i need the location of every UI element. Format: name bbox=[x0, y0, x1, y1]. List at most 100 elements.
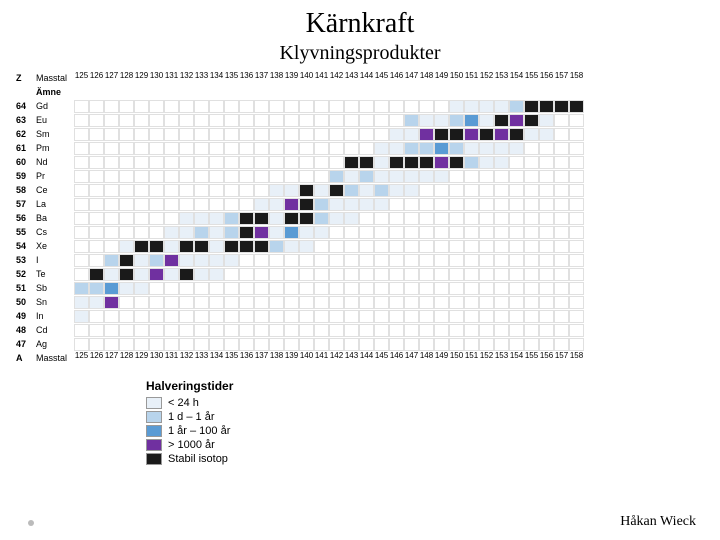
element-row: 56Ba bbox=[16, 211, 704, 225]
nuclide-cell bbox=[179, 282, 194, 295]
nuclide-cell bbox=[299, 170, 314, 183]
nuclide-cell bbox=[269, 100, 284, 113]
nuclide-cell bbox=[239, 324, 254, 337]
nuclide-cell bbox=[359, 338, 374, 351]
nuclide-cell bbox=[119, 198, 134, 211]
nuclide-cell bbox=[209, 184, 224, 197]
nuclide-cell bbox=[164, 184, 179, 197]
nuclide-cell bbox=[164, 142, 179, 155]
nuclide-cell bbox=[344, 226, 359, 239]
nuclide-cell bbox=[149, 338, 164, 351]
nuclide-cell bbox=[344, 240, 359, 253]
nuclide-cell bbox=[164, 212, 179, 225]
nuclide-cell bbox=[269, 128, 284, 141]
element-symbol: Ce bbox=[36, 186, 74, 195]
nuclide-cell bbox=[89, 170, 104, 183]
nuclide-cell bbox=[329, 170, 344, 183]
nuclide-cell bbox=[239, 114, 254, 127]
nuclide-cell bbox=[119, 142, 134, 155]
nuclide-cell bbox=[134, 226, 149, 239]
mass-number: 149 bbox=[434, 352, 449, 365]
nuclide-cell bbox=[524, 212, 539, 225]
nuclide-cell bbox=[344, 296, 359, 309]
element-symbol: I bbox=[36, 256, 74, 265]
nuclide-cell bbox=[344, 310, 359, 323]
nuclide-cell bbox=[224, 114, 239, 127]
nuclide-cell bbox=[119, 324, 134, 337]
nuclide-cell bbox=[434, 212, 449, 225]
nuclide-cell bbox=[404, 324, 419, 337]
legend-item: Stabil isotop bbox=[146, 453, 704, 465]
nuclide-cell bbox=[374, 240, 389, 253]
nuclide-cell bbox=[344, 282, 359, 295]
nuclide-cell bbox=[269, 226, 284, 239]
nuclide-cell bbox=[539, 324, 554, 337]
nuclide-cell bbox=[329, 212, 344, 225]
nuclide-cell bbox=[74, 184, 89, 197]
nuclide-cell bbox=[374, 226, 389, 239]
nuclide-cell bbox=[254, 142, 269, 155]
nuclide-cell bbox=[329, 184, 344, 197]
nuclide-cell bbox=[434, 170, 449, 183]
nuclide-cell bbox=[344, 142, 359, 155]
nuclide-cell bbox=[494, 142, 509, 155]
nuclide-cell bbox=[419, 296, 434, 309]
element-symbol: Xe bbox=[36, 242, 74, 251]
nuclide-cell bbox=[254, 114, 269, 127]
nuclide-cell bbox=[449, 212, 464, 225]
nuclide-cell bbox=[524, 128, 539, 141]
mass-number: 134 bbox=[209, 72, 224, 85]
nuclide-cell bbox=[149, 128, 164, 141]
nuclide-cell bbox=[404, 310, 419, 323]
nuclide-cell bbox=[554, 170, 569, 183]
nuclide-cell bbox=[254, 212, 269, 225]
nuclide-cell bbox=[314, 156, 329, 169]
nuclide-cell bbox=[554, 282, 569, 295]
nuclide-cell bbox=[269, 212, 284, 225]
nuclide-cell bbox=[509, 142, 524, 155]
nuclide-cell bbox=[344, 184, 359, 197]
nuclide-cell bbox=[119, 128, 134, 141]
nuclide-cell bbox=[554, 240, 569, 253]
z-value: 60 bbox=[16, 158, 36, 167]
nuclide-cell bbox=[269, 254, 284, 267]
element-row: 55Cs bbox=[16, 225, 704, 239]
nuclide-cell bbox=[164, 338, 179, 351]
nuclide-cell bbox=[509, 296, 524, 309]
nuclide-cell bbox=[269, 240, 284, 253]
nuclide-cell bbox=[254, 100, 269, 113]
nuclide-cell bbox=[104, 338, 119, 351]
nuclide-cell bbox=[149, 282, 164, 295]
nuclide-cell bbox=[464, 100, 479, 113]
nuclide-cell bbox=[284, 156, 299, 169]
nuclide-cell bbox=[329, 310, 344, 323]
element-row: 50Sn bbox=[16, 295, 704, 309]
nuclide-cell bbox=[494, 296, 509, 309]
nuclide-cell bbox=[449, 296, 464, 309]
nuclide-cell bbox=[104, 240, 119, 253]
nuclide-cell bbox=[359, 254, 374, 267]
mass-header-row: AMasstal12512612712812913013113213313413… bbox=[16, 351, 704, 365]
z-value: 62 bbox=[16, 130, 36, 139]
nuclide-cell bbox=[494, 254, 509, 267]
nuclide-cell bbox=[149, 198, 164, 211]
nuclide-cell bbox=[239, 310, 254, 323]
nuclide-cell bbox=[359, 114, 374, 127]
legend-label: 1 år – 100 år bbox=[168, 425, 230, 437]
nuclide-cell bbox=[539, 156, 554, 169]
nuclide-cell bbox=[134, 268, 149, 281]
nuclide-cell bbox=[104, 268, 119, 281]
nuclide-cell bbox=[464, 268, 479, 281]
nuclide-cell bbox=[254, 184, 269, 197]
nuclide-cell bbox=[434, 156, 449, 169]
nuclide-cell bbox=[299, 324, 314, 337]
nuclide-cell bbox=[89, 100, 104, 113]
mass-number: 143 bbox=[344, 72, 359, 85]
nuclide-cell bbox=[344, 338, 359, 351]
nuclide-cell bbox=[509, 338, 524, 351]
nuclide-cell bbox=[479, 184, 494, 197]
nuclide-cell bbox=[239, 100, 254, 113]
nuclide-cell bbox=[74, 226, 89, 239]
slide-bullet-icon bbox=[28, 520, 34, 526]
nuclide-cell bbox=[134, 254, 149, 267]
